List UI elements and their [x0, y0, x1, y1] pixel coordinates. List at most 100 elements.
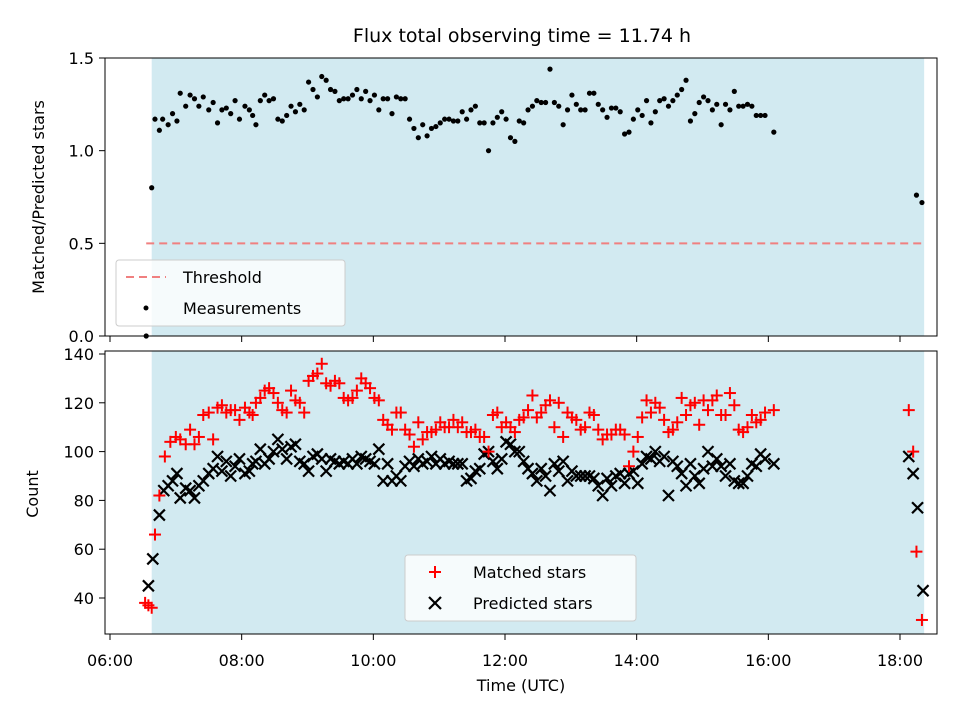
measurement-point — [433, 123, 439, 130]
predicted-star-point — [319, 464, 333, 478]
matched-star-point — [557, 430, 570, 443]
predicted-star-point — [692, 477, 706, 490]
predicted-star-point — [758, 452, 772, 466]
matched-star-point — [482, 445, 495, 458]
matched-star-point — [197, 409, 210, 421]
count-y-ticks: 40 60 80 100 120 140 — [63, 345, 105, 608]
predicted-star-point — [644, 452, 658, 466]
measurement-point — [363, 88, 369, 94]
measurement-point — [604, 114, 610, 120]
measurement-point — [169, 111, 176, 117]
legend-threshold-label: Threshold — [182, 268, 262, 287]
predicted-star-point — [605, 479, 618, 493]
predicted-star-point — [543, 484, 557, 497]
matched-star-point — [548, 421, 561, 434]
matched-star-point — [412, 416, 425, 429]
predicted-star-point — [224, 469, 237, 483]
measurement-point — [349, 92, 356, 98]
matched-star-point — [315, 357, 328, 370]
measurement-point — [376, 107, 382, 113]
measurement-point — [630, 116, 636, 122]
measurement-point — [556, 103, 562, 109]
measurement-point — [749, 103, 755, 109]
predicted-star-point — [146, 552, 160, 566]
measurement-point — [722, 101, 729, 107]
count-x-tick-label: 10:00 — [350, 651, 396, 670]
predicted-star-point — [517, 455, 530, 468]
matched-star-point — [719, 409, 732, 421]
matched-star-point — [447, 413, 460, 426]
count-x-tick-label: 08:00 — [219, 651, 265, 670]
count-x-ticks: 06:00 08:00 10:00 12:00 14:00 16:00 18:00 — [87, 634, 923, 670]
matched-star-point — [385, 423, 398, 436]
count-x-tick-label: 14:00 — [614, 651, 660, 670]
measurement-point — [253, 122, 259, 128]
predicted-star-point — [170, 467, 184, 480]
matched-star-point — [416, 433, 429, 446]
matched-star-point — [680, 409, 693, 421]
predicted-star-point — [512, 445, 526, 458]
count-y-tick-label: 140 — [63, 345, 94, 364]
measurement-point — [468, 107, 474, 113]
measurement-point — [494, 114, 500, 120]
measurement-point — [472, 103, 478, 109]
measurement-point — [705, 98, 711, 104]
ratio-axes-frame — [104, 57, 938, 337]
predicted-star-point — [233, 452, 246, 466]
legend-matched-swatch — [429, 566, 441, 578]
matched-star-point — [372, 394, 385, 407]
matched-star-point — [285, 384, 298, 397]
ratio-y-tick-label: 1.5 — [69, 49, 94, 68]
predicted-star-point — [508, 445, 522, 458]
measurement-point — [236, 116, 243, 122]
matched-star-point — [622, 460, 635, 473]
matched-star-point — [491, 406, 504, 419]
matched-star-point — [579, 421, 592, 434]
measurement-point — [250, 112, 256, 119]
measurement-point — [232, 98, 238, 104]
predicted-star-point — [530, 474, 544, 488]
measurement-point — [564, 107, 571, 113]
matched-star-point — [153, 489, 166, 502]
predicted-star-point — [596, 489, 609, 502]
matched-star-point — [723, 387, 736, 400]
count-y-tick-label: 120 — [63, 394, 94, 413]
measurement-point — [270, 96, 277, 102]
predicted-star-point — [635, 457, 649, 471]
predicted-star-point — [657, 450, 671, 463]
measurement-point — [679, 86, 685, 93]
predicted-star-point — [173, 491, 187, 505]
predicted-star-point — [719, 469, 732, 483]
matched-star-point — [701, 404, 714, 417]
measurement-point — [503, 116, 509, 122]
measurement-point — [228, 111, 234, 117]
count-x-tick-label: 18:00 — [877, 651, 923, 670]
matched-star-point — [653, 401, 666, 414]
predicted-star-point — [142, 579, 155, 593]
measurement-point — [608, 105, 615, 111]
count-y-tick-label: 80 — [74, 491, 94, 510]
predicted-star-point — [166, 474, 179, 488]
measurement-point — [406, 116, 413, 122]
predicted-star-point — [381, 457, 394, 471]
measurement-point — [402, 96, 408, 102]
measurement-point — [160, 116, 166, 122]
measurement-point — [635, 107, 641, 113]
legend-measurements-swatch — [143, 305, 149, 311]
measurement-point — [753, 112, 759, 119]
predicted-star-point — [183, 484, 197, 497]
predicted-star-point — [578, 469, 592, 483]
matched-star-point — [184, 423, 197, 436]
measurement-point — [223, 105, 229, 111]
measurement-point — [477, 120, 483, 126]
matched-star-point — [552, 396, 565, 409]
measurement-point — [714, 101, 720, 107]
measurement-point — [913, 192, 920, 198]
measurement-point — [354, 86, 360, 93]
predicted-star-point — [649, 445, 662, 458]
measurement-point — [731, 88, 737, 94]
count-x-tick-label: 06:00 — [87, 651, 133, 670]
measurement-point — [219, 107, 225, 113]
predicted-star-point — [767, 457, 781, 471]
matched-star-point — [158, 450, 171, 463]
